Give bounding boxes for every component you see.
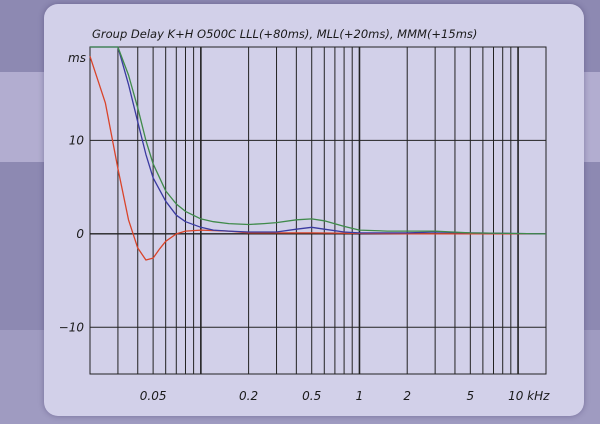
x-tick-label: 10 kHz	[508, 389, 550, 403]
series-line-2	[90, 46, 547, 235]
y-tick-label: −10	[59, 320, 85, 334]
x-tick-label: 0.05	[140, 389, 167, 403]
x-tick-label: 1	[356, 389, 364, 403]
series-line-3	[90, 46, 547, 235]
y-tick-labels: 10 0 −10	[59, 133, 85, 334]
chart-title: Group Delay K+H O500C LLL(+80ms), MLL(+2…	[92, 27, 477, 41]
x-tick-label: 2	[403, 389, 411, 403]
series-line-1	[89, 56, 546, 261]
x-tick-label: 0.5	[302, 389, 321, 403]
grid	[90, 47, 546, 374]
y-tick-label: 0	[76, 227, 84, 241]
x-tick-label: 5	[467, 389, 475, 403]
x-tick-labels: 0.05 0.2 0.5 1 2 5 10 kHz	[140, 389, 550, 403]
y-axis-label: ms	[68, 51, 86, 65]
y-tick-label: 10	[69, 133, 85, 147]
x-tick-label: 0.2	[239, 389, 258, 403]
plot-frame	[89, 46, 547, 375]
series-layer	[89, 46, 547, 261]
